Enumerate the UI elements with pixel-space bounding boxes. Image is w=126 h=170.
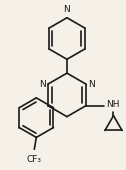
Text: N: N	[39, 80, 46, 89]
Text: CF₃: CF₃	[27, 155, 42, 164]
Text: N: N	[64, 5, 70, 14]
Text: NH: NH	[107, 100, 120, 109]
Text: N: N	[88, 80, 95, 89]
